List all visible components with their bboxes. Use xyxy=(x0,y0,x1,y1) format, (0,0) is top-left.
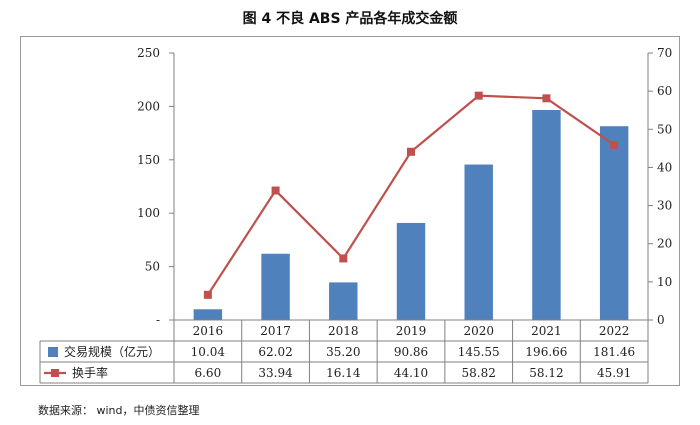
turnover-marker-2022 xyxy=(610,140,619,149)
axes-layer: - 50 100 150 200 250 0 10 20 30 40 50 60 70 xyxy=(137,46,672,327)
table-value-line: 6.60 xyxy=(194,366,221,380)
y-left-tick-label: 200 xyxy=(137,99,160,113)
bar-2021 xyxy=(532,109,561,320)
turnover-marker-2017 xyxy=(271,186,280,195)
y-left-tick-label: - xyxy=(156,313,160,327)
data-table: 2016 2017 2018 2019 2020 2021 2022 交易规模（亿元） 10.0… xyxy=(39,319,649,384)
bars-layer xyxy=(193,109,629,321)
turnover-marker-2020 xyxy=(474,91,483,100)
table-value-line: 45.91 xyxy=(597,366,631,380)
bar-2016 xyxy=(193,309,223,320)
table-value-line: 58.12 xyxy=(529,366,563,380)
bar-2019 xyxy=(396,222,426,320)
legend-line-label: 换手率 xyxy=(72,365,108,380)
turnover-marker-2021 xyxy=(542,94,551,103)
chart-title: 图 4 不良 ABS 产品各年成交金额 xyxy=(242,11,458,27)
y-right-tick-label: 60 xyxy=(657,84,672,98)
x-tick-label: 2017 xyxy=(260,324,291,338)
y-right-tick-label: 70 xyxy=(657,46,672,60)
y-right-tick-label: 10 xyxy=(657,275,672,289)
line-layer xyxy=(203,91,619,299)
table-value-bar: 90.86 xyxy=(394,345,428,359)
x-tick-label: 2019 xyxy=(396,324,427,338)
bar-2020 xyxy=(464,164,493,320)
bar-2022 xyxy=(599,126,629,321)
legend-line-marker xyxy=(51,369,59,377)
turnover-marker-2018 xyxy=(339,254,348,263)
table-value-line: 33.94 xyxy=(258,366,293,380)
table-value-bar: 35.20 xyxy=(326,345,360,359)
y-left-tick-label: 250 xyxy=(137,46,160,60)
table-value-bar: 10.04 xyxy=(191,345,226,359)
y-right-tick-label: 30 xyxy=(657,199,672,213)
table-value-line: 58.82 xyxy=(462,366,496,380)
x-tick-label: 2018 xyxy=(328,324,359,338)
y-right-tick-label: 20 xyxy=(657,237,672,251)
turnover-marker-2019 xyxy=(407,147,415,156)
y-right-tick-label: 50 xyxy=(657,122,672,136)
turnover-marker-2016 xyxy=(203,290,212,299)
table-value-line: 16.14 xyxy=(326,366,361,380)
y-left-tick-label: 100 xyxy=(137,206,160,220)
x-tick-label: 2020 xyxy=(463,324,494,338)
x-tick-label: 2021 xyxy=(531,324,562,338)
y-left-tick-label: 150 xyxy=(137,153,160,167)
bar-2018 xyxy=(329,282,358,320)
table-value-bar: 145.55 xyxy=(458,345,500,359)
y-right-tick-label: 40 xyxy=(657,160,672,174)
y-right-tick-label: 0 xyxy=(657,313,665,327)
chart-frame xyxy=(20,36,680,386)
legend-bar-label: 交易规模（亿元） xyxy=(64,344,160,359)
table-value-bar: 181.46 xyxy=(593,345,635,359)
source-note: 数据来源： wind，中债资信整理 xyxy=(38,404,200,417)
y-left-tick-label: 50 xyxy=(145,260,160,274)
legend-bar-swatch xyxy=(48,347,58,357)
table-value-bar: 196.66 xyxy=(525,345,567,359)
x-tick-label: 2022 xyxy=(599,324,630,338)
table-value-bar: 62.02 xyxy=(258,345,292,359)
table-value-line: 44.10 xyxy=(394,366,428,380)
x-tick-label: 2016 xyxy=(193,324,224,338)
bar-2017 xyxy=(261,253,290,320)
